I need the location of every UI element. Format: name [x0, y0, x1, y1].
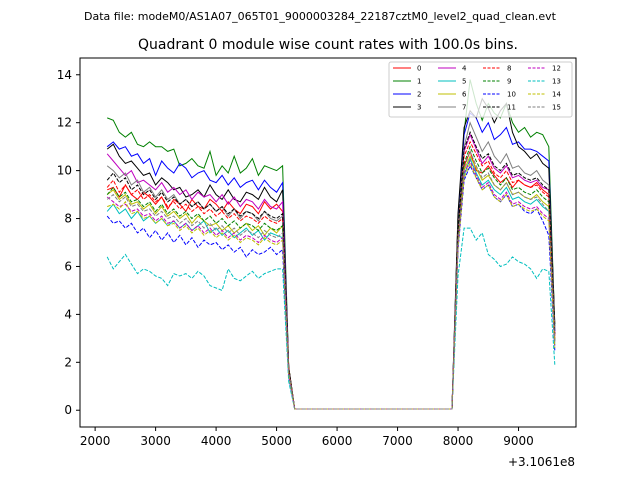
x-axis: 2000 3000 4000 5000 6000 7000 8000 9000 — [80, 427, 534, 448]
legend-label-8: 8 — [507, 65, 511, 73]
x-tick-label: 2000 — [80, 434, 111, 448]
chart-figure: Data file: modeM0/AS1A07_065T01_90000032… — [0, 0, 640, 480]
x-tick-label: 9000 — [503, 434, 534, 448]
chart-title: Quadrant 0 module wise count rates with … — [138, 37, 518, 53]
legend-label-11: 11 — [507, 104, 516, 112]
legend-label-15: 15 — [552, 104, 561, 112]
y-tick-label: 12 — [57, 116, 72, 130]
legend-label-5: 5 — [462, 78, 466, 86]
legend-label-2: 2 — [417, 91, 421, 99]
legend-label-9: 9 — [507, 78, 511, 86]
y-tick-label: 8 — [64, 212, 72, 226]
x-offset-label: +3.1061e8 — [508, 455, 575, 469]
legend-label-10: 10 — [507, 91, 516, 99]
legend-label-13: 13 — [552, 78, 561, 86]
y-tick-label: 14 — [57, 68, 72, 82]
x-tick-label: 8000 — [443, 434, 474, 448]
legend-label-1: 1 — [417, 78, 421, 86]
x-tick-label: 5000 — [261, 434, 292, 448]
legend-label-14: 14 — [552, 91, 561, 99]
x-tick-label: 7000 — [382, 434, 413, 448]
legend-label-3: 3 — [417, 104, 421, 112]
x-tick-label: 6000 — [322, 434, 353, 448]
legend-label-4: 4 — [462, 65, 467, 73]
y-axis: 0 2 4 6 8 10 12 14 — [57, 68, 80, 417]
chart-suptitle: Data file: modeM0/AS1A07_065T01_90000032… — [84, 10, 557, 23]
legend-label-0: 0 — [417, 65, 421, 73]
y-tick-label: 4 — [64, 307, 72, 321]
x-tick-label: 3000 — [140, 434, 171, 448]
legend-label-6: 6 — [462, 91, 467, 99]
y-tick-label: 10 — [57, 164, 72, 178]
x-tick-label: 4000 — [201, 434, 232, 448]
legend-label-7: 7 — [462, 104, 466, 112]
y-tick-label: 0 — [64, 403, 72, 417]
y-tick-label: 6 — [64, 259, 72, 273]
legend-label-12: 12 — [552, 65, 561, 73]
y-tick-label: 2 — [64, 355, 72, 369]
